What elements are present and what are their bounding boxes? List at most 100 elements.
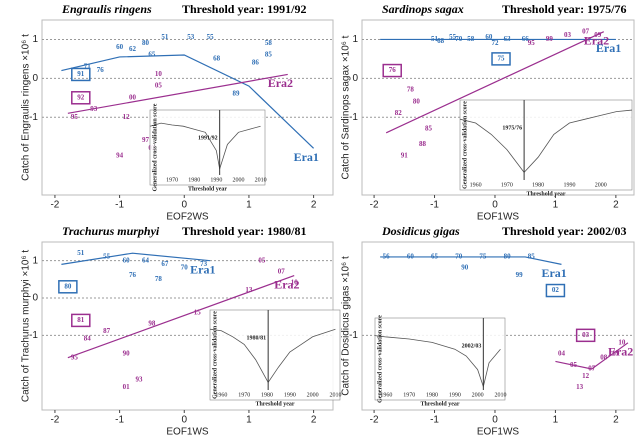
- y-tick-label: -1: [349, 330, 358, 341]
- x-tick-label: 0: [181, 200, 187, 211]
- inset-tick-label: 1970: [403, 392, 415, 398]
- y-tick-label: -1: [349, 112, 358, 123]
- point-label: 55: [103, 253, 111, 261]
- point-label: 91: [401, 152, 409, 160]
- y-tick-label: 1: [32, 34, 38, 45]
- point-label: 70: [455, 253, 463, 261]
- point-label: 01: [123, 383, 131, 391]
- point-label: 78: [407, 86, 415, 94]
- point-label: 99: [546, 35, 554, 43]
- inset-frame: [209, 309, 341, 401]
- panel-subtitle: Threshold year: 1991/92: [182, 2, 306, 16]
- threshold-label: 2002/03: [462, 343, 482, 349]
- point-label: 04: [558, 350, 566, 358]
- point-label: 97: [142, 136, 150, 144]
- inset-x-label: Threshold year: [420, 401, 459, 407]
- inset-x-label: Threshold year: [188, 186, 227, 192]
- point-label: 13: [576, 383, 584, 391]
- x-tick-label: 1: [553, 415, 559, 426]
- point-label: 68: [437, 37, 445, 45]
- point-label: 51: [161, 33, 169, 41]
- x-tick-label: 1: [246, 200, 252, 211]
- highlight-box: [575, 328, 596, 343]
- point-label: 80: [504, 253, 512, 261]
- era-label: Era1: [541, 266, 566, 280]
- point-label: 78: [155, 275, 163, 283]
- point-label: 81: [77, 316, 85, 324]
- x-axis-label: EOF1WS: [166, 427, 209, 438]
- fit-line: [61, 252, 211, 265]
- era-label: Era2: [584, 33, 609, 47]
- inset-tick-label: 1980: [261, 392, 273, 398]
- fit-line: [385, 31, 605, 134]
- point-label: 98: [148, 320, 156, 328]
- point-label: 55: [207, 33, 215, 41]
- x-tick-label: 2: [311, 415, 317, 426]
- panel-subtitle: Threshold year: 2002/03: [502, 224, 626, 238]
- inset-tick-label: 1960: [215, 392, 227, 398]
- point-label: 70: [455, 35, 463, 43]
- y-axis-label: Catch of Engraulis ringens ×10⁶ t: [21, 34, 32, 181]
- point-label: 51: [77, 249, 85, 257]
- point-label: 05: [258, 256, 266, 264]
- x-tick-label: 0: [492, 415, 498, 426]
- y-tick-label: -1: [29, 112, 38, 123]
- x-tick-label: 2: [311, 200, 317, 211]
- point-label: 03: [564, 31, 572, 39]
- point-label: 76: [389, 66, 397, 74]
- point-label: 58: [265, 39, 273, 47]
- era-label: Era2: [268, 76, 293, 90]
- point-label: 93: [136, 376, 144, 384]
- x-tick-label: -1: [430, 415, 439, 426]
- era-label: Era1: [190, 262, 215, 276]
- point-label: 90: [461, 264, 469, 272]
- point-label: 87: [103, 327, 111, 335]
- x-tick-label: 0: [181, 415, 187, 426]
- highlight-box: [545, 283, 566, 298]
- era-label: Era1: [596, 41, 621, 55]
- point-label: 07: [588, 365, 596, 373]
- inset-line: [149, 122, 261, 170]
- inset-tick-label: 2010: [329, 392, 341, 398]
- era-label: Era1: [294, 150, 319, 164]
- point-label: 65: [431, 253, 439, 261]
- point-label: 72: [491, 39, 499, 47]
- point-label: 64: [142, 256, 150, 264]
- inset-tick-label: 2000: [307, 392, 319, 398]
- point-label: 05: [570, 361, 578, 369]
- inset-y-label: Generalized cross-validation score: [212, 311, 218, 399]
- highlight-box: [71, 91, 91, 105]
- point-label: 05: [155, 82, 163, 90]
- inset-line: [209, 328, 336, 384]
- fit-line: [61, 54, 315, 149]
- highlight-box: [382, 63, 402, 78]
- x-axis-label: EOF1WS: [477, 427, 520, 438]
- point-label: 80: [64, 282, 72, 290]
- y-axis-label: Catch of Trachurus murphyi ×10⁶ t: [21, 250, 32, 402]
- inset-tick-label: 1980: [426, 392, 438, 398]
- point-label: 60: [485, 33, 493, 41]
- fit-line: [67, 275, 295, 359]
- point-label: 10: [291, 279, 299, 287]
- x-tick-label: -1: [430, 200, 439, 211]
- inset-tick-label: 1970: [238, 392, 250, 398]
- point-label: 80: [413, 97, 421, 105]
- inset-frame: [459, 99, 633, 191]
- point-label: 58: [467, 35, 475, 43]
- y-tick-label: 0: [32, 293, 38, 304]
- point-label: 89: [233, 89, 241, 97]
- inset-tick-label: 2010: [494, 392, 506, 398]
- x-tick-label: -2: [370, 200, 379, 211]
- y-tick-label: 1: [352, 34, 358, 45]
- y-axis-label: Catch of Dosidicus gigas ×10⁶ t: [341, 256, 352, 396]
- y-tick-label: 1: [32, 255, 38, 266]
- point-label: 80: [142, 39, 150, 47]
- point-label: 75: [498, 54, 506, 62]
- point-label: 68: [213, 54, 221, 62]
- point-label: 71: [84, 62, 92, 70]
- point-label: 92: [77, 93, 85, 101]
- x-tick-label: -2: [50, 415, 59, 426]
- point-label: 94: [116, 152, 124, 160]
- point-label: 95: [71, 353, 79, 361]
